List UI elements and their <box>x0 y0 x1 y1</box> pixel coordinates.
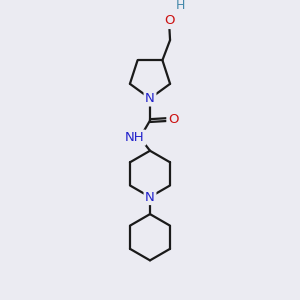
Text: N: N <box>145 92 155 105</box>
Text: NH: NH <box>125 131 145 144</box>
Text: N: N <box>145 190 155 203</box>
Text: H: H <box>176 0 185 12</box>
Text: O: O <box>168 113 178 126</box>
Text: O: O <box>164 14 174 28</box>
